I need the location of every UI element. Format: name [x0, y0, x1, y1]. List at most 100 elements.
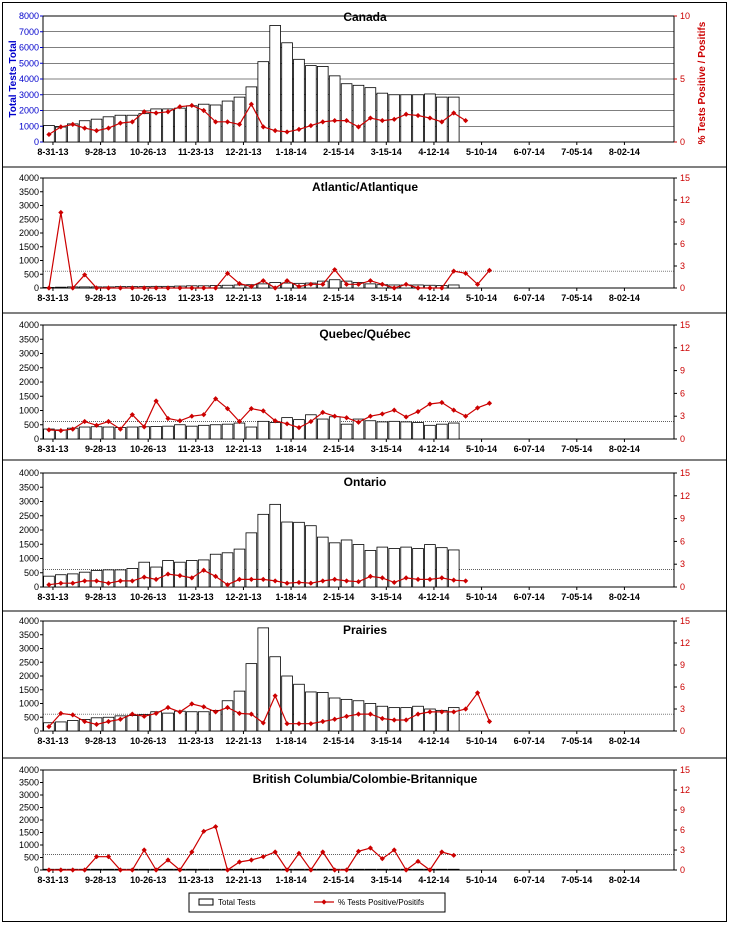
percent-positive-point — [224, 704, 231, 711]
percent-positive-point — [224, 582, 231, 588]
percent-positive-point — [427, 576, 433, 582]
percent-positive-point — [296, 425, 302, 431]
percent-positive-point — [474, 690, 481, 696]
y-left-tick-label: 2500 — [19, 803, 39, 813]
y-right-tick-label: 9 — [680, 217, 685, 227]
percent-positive-point — [403, 414, 409, 420]
y-right-tick-label: 6 — [680, 239, 685, 249]
bar — [162, 712, 174, 732]
percent-positive-point — [82, 125, 88, 131]
percent-positive-point — [141, 713, 147, 719]
percent-positive-point — [367, 115, 374, 121]
percent-positive-point — [248, 576, 254, 582]
x-tick-label: 3-15-14 — [371, 444, 402, 454]
percent-positive-point — [427, 401, 433, 407]
percent-positive-point — [415, 285, 421, 291]
bar — [197, 711, 210, 732]
percent-positive-point — [165, 857, 171, 863]
bar — [245, 532, 258, 588]
bar — [186, 711, 198, 732]
x-tick-label: 8-31-13 — [37, 592, 68, 602]
bar — [78, 426, 91, 440]
y-left-tick-label: 500 — [24, 712, 39, 722]
bar — [400, 94, 412, 143]
percent-positive-point — [165, 285, 171, 291]
y-right-tick-label: 6 — [680, 682, 685, 692]
percent-positive-point — [355, 848, 362, 854]
y-left-tick-label: 3000 — [19, 349, 39, 359]
x-tick-label: 2-15-14 — [323, 736, 354, 746]
percent-positive-point — [463, 578, 469, 584]
percent-positive-point — [332, 413, 338, 419]
x-tick-label: 2-15-14 — [323, 293, 354, 303]
bar — [364, 283, 377, 289]
percent-positive-point — [70, 426, 76, 432]
bar — [424, 424, 436, 440]
percent-positive-point — [451, 709, 457, 715]
bar — [340, 539, 353, 588]
percent-positive-point — [248, 711, 254, 717]
percent-positive-point — [332, 576, 338, 582]
y-left-tick-label: 1000 — [19, 406, 39, 416]
y-right-tick-label: 0 — [680, 283, 685, 293]
bar — [293, 521, 305, 588]
x-tick-label: 6-07-14 — [514, 592, 545, 602]
percent-positive-point — [46, 131, 52, 138]
percent-positive-point — [93, 721, 100, 727]
y-left-tick-label: 2000 — [19, 377, 39, 387]
legend: Total Tests % Tests Positive/Positifs — [188, 892, 446, 913]
percent-positive-point — [403, 717, 409, 723]
percent-positive-point — [463, 413, 469, 419]
percent-positive-point — [93, 854, 100, 860]
x-tick-label: 2-15-14 — [323, 444, 354, 454]
bar — [197, 103, 210, 143]
bar — [293, 868, 305, 871]
x-tick-label: 8-31-13 — [37, 293, 68, 303]
x-tick-label: 10-26-13 — [130, 147, 166, 157]
y-left-tick-label: 500 — [24, 568, 39, 578]
percent-positive-point — [105, 580, 112, 586]
y-left-tick-label: 6000 — [19, 43, 39, 53]
percent-positive-point — [308, 580, 314, 586]
x-tick-label: 5-10-14 — [466, 875, 497, 885]
bar — [55, 721, 67, 732]
percent-positive-line — [49, 825, 454, 872]
bar — [305, 525, 317, 588]
bar — [150, 108, 162, 143]
y-right-tick-label: 0 — [680, 137, 685, 147]
percent-positive-point — [141, 574, 147, 580]
bar — [162, 425, 174, 440]
percent-positive-point — [343, 578, 350, 584]
x-tick-label: 8-31-13 — [37, 875, 68, 885]
percent-positive-point — [58, 124, 64, 130]
percent-positive-point — [308, 721, 314, 727]
x-tick-label: 9-28-13 — [85, 736, 116, 746]
x-tick-label: 5-10-14 — [466, 592, 497, 602]
y-right-tick-label: 15 — [680, 765, 690, 775]
y-left-tick-label: 2500 — [19, 214, 39, 224]
bar — [186, 868, 198, 871]
bar — [317, 536, 329, 588]
bar — [257, 420, 270, 440]
bar — [352, 84, 365, 143]
bar — [245, 426, 258, 440]
percent-positive-point — [284, 580, 290, 586]
percent-positive-point — [320, 119, 326, 125]
y-left-tick-label: 3000 — [19, 790, 39, 800]
bar — [209, 868, 222, 871]
x-tick-label: 9-28-13 — [85, 444, 116, 454]
bar — [352, 544, 365, 588]
bar — [90, 426, 103, 440]
y-left-tick-label: 0 — [34, 283, 39, 293]
y-right-tick-label: 3 — [680, 845, 685, 855]
percent-positive-point — [379, 575, 385, 581]
percent-positive-point — [70, 580, 76, 586]
percent-positive-point — [355, 124, 362, 130]
y-right-tick-label: 15 — [680, 468, 690, 478]
bar — [138, 113, 150, 143]
y-left-tick-label: 5000 — [19, 58, 39, 68]
percent-positive-point — [451, 852, 457, 858]
percent-positive-point — [58, 209, 64, 216]
percent-positive-point — [367, 413, 374, 419]
y-right-tick-label: 15 — [680, 320, 690, 330]
